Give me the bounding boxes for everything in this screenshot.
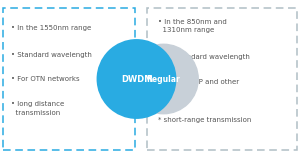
Text: • In the 850nm and
  1310nm range: • In the 850nm and 1310nm range <box>158 19 226 33</box>
Text: • Standard wavelength: • Standard wavelength <box>11 52 92 58</box>
Text: • In the 1550nm range: • In the 1550nm range <box>11 25 91 31</box>
FancyBboxPatch shape <box>3 8 135 150</box>
Text: • long distance
  transmission: • long distance transmission <box>11 101 64 116</box>
Text: • For SDH, IP and other
  networks: • For SDH, IP and other networks <box>158 79 238 94</box>
Text: • No standard wavelength: • No standard wavelength <box>158 54 249 60</box>
FancyBboxPatch shape <box>147 8 297 150</box>
Text: • For OTN networks: • For OTN networks <box>11 76 79 82</box>
Text: DWDM: DWDM <box>121 75 152 83</box>
Ellipse shape <box>98 40 176 118</box>
Text: Regular: Regular <box>147 75 180 83</box>
Ellipse shape <box>129 44 198 114</box>
Text: * short-range transmission: * short-range transmission <box>158 117 251 123</box>
